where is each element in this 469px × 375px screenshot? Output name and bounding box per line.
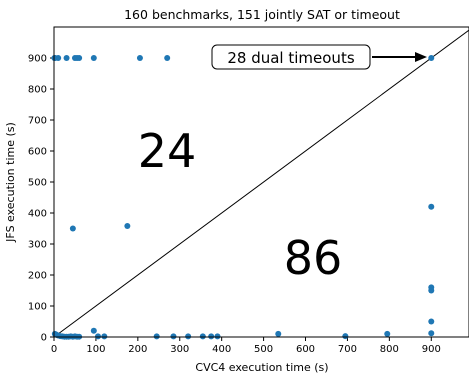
data-point	[90, 327, 97, 334]
data-point	[124, 223, 131, 230]
x-tick-label: 100	[86, 344, 105, 355]
y-tick-label: 800	[28, 85, 47, 96]
plot-area: 0 100 200 300 400 500 600 700 800 900 0 100 200 300 40…	[28, 29, 469, 355]
y-tick-label: 600	[28, 147, 47, 158]
data-point	[76, 55, 83, 61]
data-point	[69, 225, 76, 232]
data-point	[199, 333, 206, 340]
callout: 28 dual timeouts	[211, 44, 427, 70]
data-point	[55, 55, 62, 61]
y-tick-label: 700	[28, 116, 47, 127]
data-point	[90, 55, 97, 61]
data-point	[214, 333, 221, 340]
region-count-lower: 86	[284, 231, 343, 285]
x-tick-label: 700	[338, 344, 357, 355]
data-point	[170, 333, 177, 340]
data-point	[428, 318, 435, 325]
x-tick-label: 500	[254, 344, 273, 355]
y-tick-label: 400	[28, 209, 47, 220]
y-tick-label: 100	[28, 302, 47, 313]
x-axis-label: CVC4 execution time (s)	[195, 361, 328, 374]
data-point	[342, 333, 349, 340]
x-tick-label: 200	[128, 344, 147, 355]
data-point	[63, 55, 70, 61]
data-point	[136, 55, 143, 61]
data-point	[428, 55, 435, 61]
data-point	[95, 333, 102, 340]
callout-arrowhead	[415, 52, 427, 62]
x-tick-label: 300	[170, 344, 189, 355]
data-point	[275, 330, 282, 337]
x-tick-label: 400	[212, 344, 231, 355]
region-count-upper: 24	[138, 124, 197, 178]
data-point	[153, 333, 160, 340]
data-point	[185, 333, 192, 340]
x-tick-label: 600	[296, 344, 315, 355]
data-point	[164, 55, 171, 61]
y-tick-label: 0	[41, 333, 47, 344]
data-point	[428, 330, 435, 337]
data-point	[101, 333, 108, 340]
data-point	[428, 203, 435, 210]
diagonal-line	[53, 29, 469, 338]
data-point	[384, 330, 391, 337]
data-point	[208, 333, 215, 340]
y-axis-label: JFS execution time (s)	[4, 122, 17, 243]
x-tick-label: 800	[380, 344, 399, 355]
y-tick-label: 900	[28, 54, 47, 65]
y-tick-label: 300	[28, 240, 47, 251]
y-tick-label: 500	[28, 178, 47, 189]
x-tick-label: 0	[51, 344, 57, 355]
callout-box	[211, 44, 371, 70]
callout-label: 28 dual timeouts	[227, 49, 354, 67]
y-tick-label: 200	[28, 271, 47, 282]
x-tick-label: 900	[422, 344, 441, 355]
chart-title: 160 benchmarks, 151 jointly SAT or timeo…	[124, 7, 400, 22]
data-point	[428, 287, 435, 294]
axes-frame	[53, 26, 469, 338]
